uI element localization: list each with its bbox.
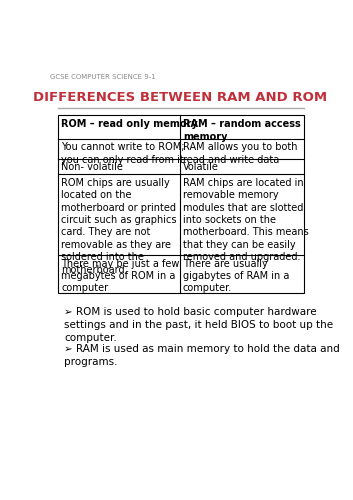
Text: ROM – read only memory: ROM – read only memory [61,120,198,130]
Text: ➢ ROM is used to hold basic computer hardware settings and in the past, it held : ➢ ROM is used to hold basic computer har… [64,307,333,343]
Text: There may be just a few
megabytes of ROM in a
computer: There may be just a few megabytes of ROM… [61,258,180,294]
Text: DIFFERENCES BETWEEN RAM AND ROM: DIFFERENCES BETWEEN RAM AND ROM [34,91,328,104]
Text: You cannot write to ROM;
you can only read from it.: You cannot write to ROM; you can only re… [61,142,187,165]
Text: ➢ RAM is used as main memory to hold the data and programs.: ➢ RAM is used as main memory to hold the… [64,344,340,367]
Text: There are usually
gigabytes of RAM in a
computer.: There are usually gigabytes of RAM in a … [183,258,289,294]
Text: RAM allows you to both
read and write data: RAM allows you to both read and write da… [183,142,297,165]
Text: RAM chips are located in
removable memory
modules that are slotted
into sockets : RAM chips are located in removable memor… [183,178,309,262]
Text: RAM – random access
memory: RAM – random access memory [183,120,301,142]
Text: ROM chips are usually
located on the
motherboard or printed
circuit such as grap: ROM chips are usually located on the mot… [61,178,176,274]
Text: Volatile: Volatile [183,162,219,172]
Text: Non- volatile: Non- volatile [61,162,123,172]
Text: GCSE COMPUTER SCIENCE 9-1: GCSE COMPUTER SCIENCE 9-1 [50,74,156,80]
Bar [58,116,304,294]
